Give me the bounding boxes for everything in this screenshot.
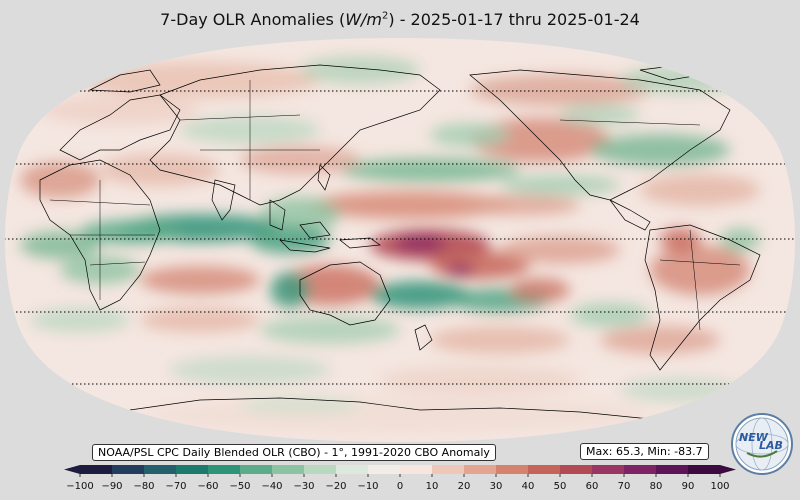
colorbar-tick-label: −10 xyxy=(357,481,378,492)
colorbar-tick-label: 60 xyxy=(586,481,599,492)
title-suffix: ) - 2025-01-17 thru 2025-01-24 xyxy=(388,10,640,29)
colorbar-tick-label: 20 xyxy=(458,481,471,492)
max-min-label: Max: 65.3, Min: -83.7 xyxy=(580,443,709,460)
colorbar-tick-label: 0 xyxy=(397,481,403,492)
colorbar-tick-label: −80 xyxy=(133,481,154,492)
anomaly-blobs xyxy=(20,56,760,433)
colorbar-tick-label: 80 xyxy=(650,481,663,492)
colorbar-tick-label: 90 xyxy=(682,481,695,492)
colorbar-body xyxy=(80,465,720,474)
colorbar-tick-label: −40 xyxy=(261,481,282,492)
colorbar-tick-label: 70 xyxy=(618,481,631,492)
colorbar-tick-label: −30 xyxy=(293,481,314,492)
title-prefix: 7-Day OLR Anomalies ( xyxy=(160,10,346,29)
logo-text-a: NEW xyxy=(739,431,769,444)
colorbar-tick-label: 50 xyxy=(554,481,567,492)
coastlines xyxy=(39,64,761,421)
colorbar-tick-label: 10 xyxy=(426,481,439,492)
colorbar-tick-label: −90 xyxy=(101,481,122,492)
colorbar: −100 −90 −80 −70 −60 −50 −40 −30 −20 −10 0 10 20 30 40… xyxy=(64,465,736,492)
anomaly-field xyxy=(5,38,795,442)
title-unit: W/m xyxy=(345,10,382,29)
globe-logo-icon: NEW LAB xyxy=(735,417,789,471)
colorbar-tick-label: 100 xyxy=(710,481,729,492)
colorbar-tick-label: −100 xyxy=(66,481,93,492)
logo-text-b: LAB xyxy=(759,439,783,452)
colorbar-tick-label: −70 xyxy=(165,481,186,492)
colorbar-min-extension xyxy=(64,465,80,474)
colorbar-tick-label: −20 xyxy=(325,481,346,492)
colorbar-tick-label: 30 xyxy=(490,481,503,492)
colorbar-tick-label: −60 xyxy=(197,481,218,492)
source-label: NOAA/PSL CPC Daily Blended OLR (CBO) - 1… xyxy=(92,444,496,461)
colorbar-ticks: −100 −90 −80 −70 −60 −50 −40 −30 −20 −10 0 10 20 30 40… xyxy=(66,474,730,492)
colorbar-tick-label: 40 xyxy=(522,481,535,492)
lab-logo: NEW LAB xyxy=(731,413,793,475)
title-unit-exponent: 2 xyxy=(381,10,389,22)
colorbar-max-extension xyxy=(720,465,736,474)
colorbar-tick-label: −50 xyxy=(229,481,250,492)
page-title: 7-Day OLR Anomalies (W/m2) - 2025-01-17 … xyxy=(0,10,800,29)
graticule xyxy=(5,90,795,385)
